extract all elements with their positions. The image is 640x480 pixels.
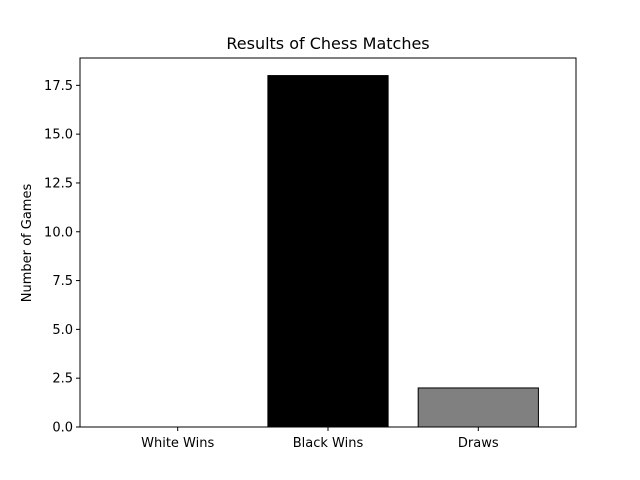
y-tick-label: 10.0 — [44, 225, 73, 240]
y-tick-label: 0.0 — [52, 421, 73, 436]
bars-group — [267, 75, 539, 428]
y-tick-label: 12.5 — [44, 176, 73, 191]
x-tick-label: Black Wins — [293, 436, 364, 451]
bar-draws — [417, 387, 539, 428]
y-tick-label: 15.0 — [44, 128, 73, 143]
x-tick-label: White Wins — [141, 436, 214, 451]
y-tick-label: 2.5 — [52, 372, 73, 387]
y-tick-label: 5.0 — [52, 323, 73, 338]
y-tick-label: 7.5 — [52, 274, 73, 289]
chart-title: Results of Chess Matches — [226, 34, 429, 53]
x-axis-ticks: White Wins Black Wins Draws — [141, 427, 499, 451]
y-tick-label: 17.5 — [44, 79, 73, 94]
bar-black-wins — [267, 75, 389, 428]
plot-frame — [79, 57, 577, 428]
y-axis-label: Number of Games — [20, 184, 35, 303]
y-axis-ticks: 0.0 2.5 5.0 7.5 10.0 12.5 15.0 17.5 — [44, 79, 80, 436]
x-tick-label: Draws — [458, 436, 499, 451]
